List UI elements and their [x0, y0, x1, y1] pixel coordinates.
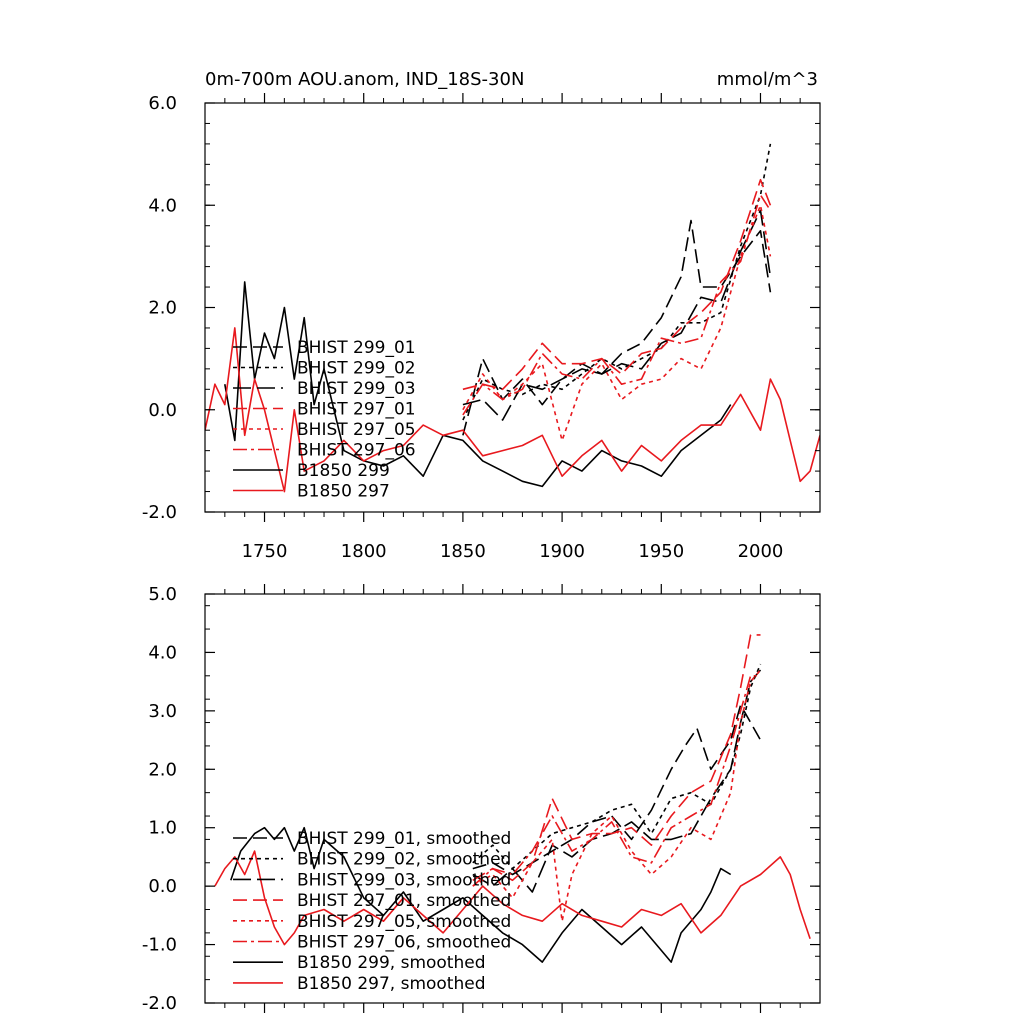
- series-line-top-0: [462, 219, 772, 436]
- series-line-top-2: [462, 209, 772, 421]
- legend-label: BHIST 297_05: [297, 420, 416, 440]
- top-chart-title: 0m-700m AOU.anom, IND_18S-30N: [205, 69, 524, 90]
- legend-label: BHIST 299_01: [297, 338, 416, 358]
- series-line-top-5: [462, 194, 772, 416]
- legend-label: B1850 297: [297, 482, 390, 502]
- series-line-bottom-6: [230, 826, 732, 963]
- y-tick-label: 6.0: [148, 93, 177, 114]
- series-group: [214, 634, 811, 963]
- series-line-top-7: [205, 327, 820, 493]
- series-line-top-4: [462, 204, 772, 442]
- series-line-top-6: [224, 281, 732, 488]
- legend-label: BHIST 299_02: [297, 359, 416, 379]
- series-line-bottom-2: [472, 669, 762, 893]
- series-line-bottom-7: [214, 850, 811, 946]
- series-line-bottom-1: [472, 663, 762, 870]
- x-tick-label: 1850: [440, 541, 486, 562]
- x-tick-label: 2000: [738, 541, 784, 562]
- y-tick-label: 5.0: [148, 584, 177, 605]
- top-chart-units: mmol/m^3: [717, 69, 818, 90]
- legend-label: BHIST 297_06: [297, 441, 416, 461]
- y-tick-label: 2.0: [148, 298, 177, 319]
- legend-label: B1850 299: [297, 461, 390, 481]
- legend-label: BHIST 299_03, smoothed: [297, 870, 511, 890]
- legend-label: BHIST 297_05, smoothed: [297, 912, 511, 932]
- y-tick-label: 0.0: [148, 876, 177, 897]
- legend-label: BHIST 297_06, smoothed: [297, 933, 511, 953]
- top-chart-panel: -2.0 0.0 2.0 4.0 6.0 1750 1800 1850 1900 1950 2000…: [142, 93, 821, 562]
- legend-label: B1850 297, smoothed: [297, 974, 486, 994]
- y-tick-label: -2.0: [142, 502, 177, 523]
- series-group: [205, 143, 820, 493]
- x-tick-label: 1800: [341, 541, 387, 562]
- legend-label: BHIST 299_02, smoothed: [297, 850, 511, 870]
- series-line-bottom-5: [472, 674, 761, 887]
- y-tick-label: -1.0: [142, 935, 177, 956]
- y-tick-label: -2.0: [142, 993, 177, 1014]
- y-tick-label: 2.0: [148, 759, 177, 780]
- x-tick-label: 1900: [539, 541, 585, 562]
- y-tick-label: 4.0: [148, 195, 177, 216]
- legend-label: BHIST 297_01: [297, 400, 416, 420]
- legend-label: BHIST 299_03: [297, 379, 416, 399]
- legend-label: B1850 299, smoothed: [297, 953, 486, 973]
- y-tick-label: 3.0: [148, 701, 177, 722]
- x-tick-label: 1950: [638, 541, 684, 562]
- y-tick-label: 0.0: [148, 400, 177, 421]
- x-tick-label: 1750: [242, 541, 288, 562]
- plot-frame: [204, 593, 821, 1004]
- legend-label: BHIST 297_01, smoothed: [297, 891, 511, 911]
- legend-label: BHIST 299_01, smoothed: [297, 829, 511, 849]
- series-line-bottom-4: [472, 669, 762, 923]
- series-line-bottom-3: [472, 634, 761, 882]
- y-tick-label: 1.0: [148, 818, 177, 839]
- bottom-chart-panel: -2.0 -1.0 0.0 1.0 2.0 3.0 4.0 5.0 BHIST 299_01, …: [142, 584, 821, 1014]
- y-tick-label: 4.0: [148, 642, 177, 663]
